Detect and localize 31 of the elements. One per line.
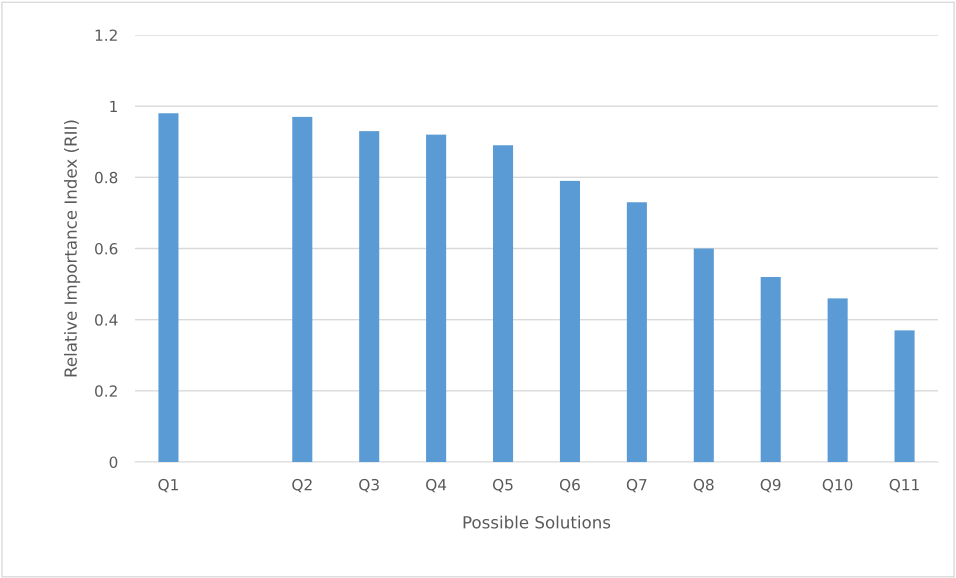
bar	[894, 330, 915, 462]
y-axis-title: Relative Importance Index (RII)	[64, 120, 80, 376]
x-tick-label: Q1	[158, 478, 178, 492]
x-tick-label: Q2	[292, 478, 312, 492]
bar	[359, 131, 380, 462]
x-tick-label: Q4	[426, 478, 446, 492]
y-tick-label: 1.2	[96, 29, 117, 41]
bar	[493, 145, 514, 462]
y-tick-label: 1	[110, 100, 117, 112]
bar	[760, 276, 781, 462]
x-tick-label: Q9	[760, 478, 781, 492]
bar	[626, 202, 647, 462]
y-tick-label: 0.4	[95, 314, 118, 326]
y-tick-label: 0.2	[95, 385, 117, 397]
bar	[158, 113, 178, 462]
x-tick-label: Q3	[359, 478, 379, 492]
bar	[560, 180, 580, 462]
bar	[426, 134, 446, 462]
x-axis-title: Possible Solutions	[464, 516, 610, 529]
x-tick-label: Q8	[694, 478, 714, 492]
y-tick-label: 0	[110, 456, 118, 468]
x-tick-label: Q6	[560, 478, 580, 492]
x-tick-label: Q5	[493, 478, 513, 492]
x-tick-label: Q10	[822, 478, 852, 492]
bar	[292, 116, 312, 462]
bar	[828, 298, 848, 462]
x-tick-label: Q11	[890, 478, 919, 492]
bar	[694, 248, 714, 462]
y-tick-label: 0.8	[95, 172, 118, 184]
x-tick-label: Q7	[626, 478, 646, 492]
y-tick-label: 0.6	[95, 242, 118, 255]
